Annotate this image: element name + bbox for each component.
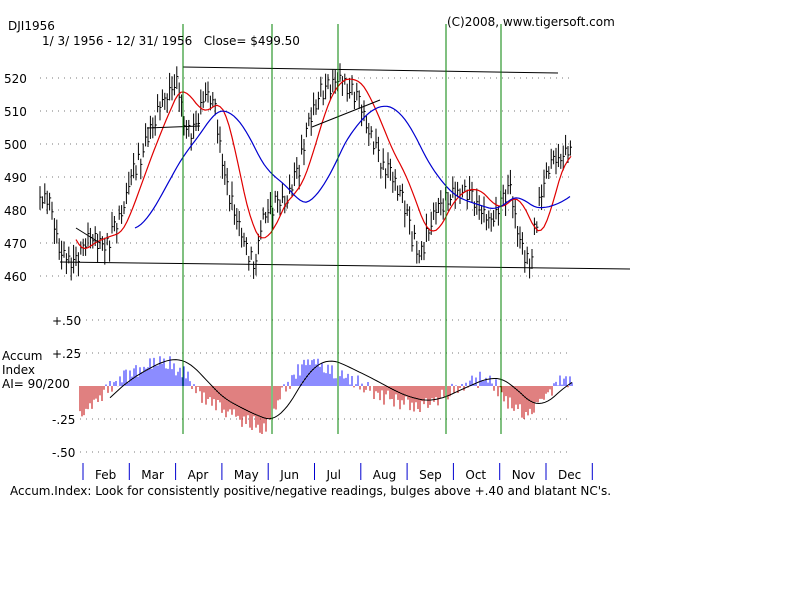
copyright-text: (C)2008, www.tigersoft.com	[447, 15, 615, 29]
short-trendline	[146, 125, 201, 129]
month-label: May	[234, 468, 259, 482]
indicator-tick-label: -.50	[52, 446, 75, 460]
indicator-tick-label: +.50	[52, 314, 81, 328]
month-label: Apr	[188, 468, 209, 482]
month-label: Nov	[512, 468, 535, 482]
month-label: Oct	[465, 468, 486, 482]
chart-date-range: 1/ 3/ 1956 - 12/ 31/ 1956 Close= $499.50	[42, 34, 300, 48]
short-trendline	[311, 99, 381, 128]
accum-average-line	[109, 359, 573, 420]
price-tick-label: 500	[4, 138, 27, 152]
indicator-title-line1: Accum	[2, 349, 43, 363]
long-moving-average-line	[134, 105, 571, 229]
short-moving-average-line	[75, 78, 572, 250]
month-label: Feb	[95, 468, 116, 482]
close-value: Close= $499.50	[203, 34, 300, 48]
month-label: Jun	[279, 468, 299, 482]
short-trendline	[75, 227, 101, 244]
indicator-tick-label: -.25	[52, 413, 75, 427]
month-label: Dec	[558, 468, 581, 482]
date-range-text: 1/ 3/ 1956 - 12/ 31/ 1956	[42, 34, 193, 48]
month-label: Mar	[141, 468, 164, 482]
price-tick-label: 490	[4, 171, 27, 185]
price-tick-label: 510	[4, 105, 27, 119]
price-tick-label: 470	[4, 237, 27, 251]
month-label: Sep	[419, 468, 442, 482]
resistance-trendline	[182, 66, 559, 74]
price-tick-label: 520	[4, 72, 27, 86]
support-trendline	[59, 261, 631, 270]
indicator-tick-label: +.25	[52, 347, 81, 361]
indicator-title-line2: Index	[2, 363, 36, 377]
footer-note: Accum.Index: Look for consistently posit…	[10, 484, 612, 498]
chart-symbol: DJI1956	[8, 19, 55, 33]
month-label: Aug	[373, 468, 396, 482]
month-label: Jul	[326, 468, 341, 482]
indicator-title-line3: AI= 90/200	[2, 377, 70, 391]
price-tick-label: 480	[4, 204, 27, 218]
price-tick-label: 460	[4, 270, 27, 284]
